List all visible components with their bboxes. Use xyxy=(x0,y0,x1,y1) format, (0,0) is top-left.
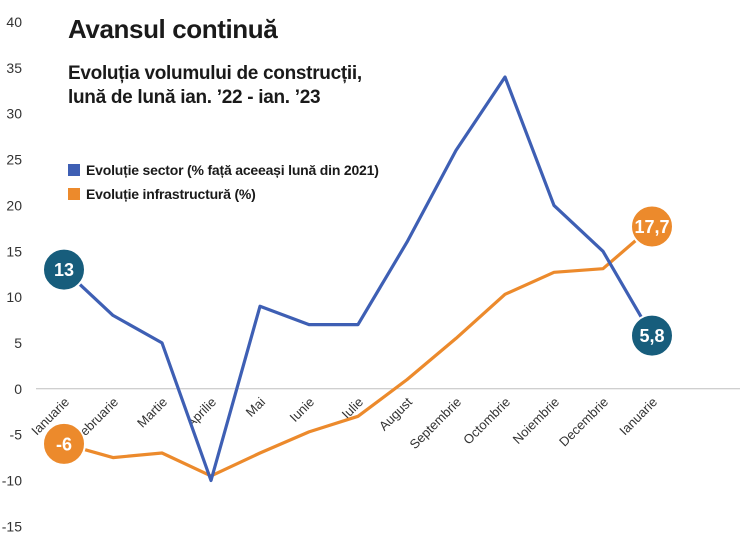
x-tick-label: Mai xyxy=(243,394,268,419)
callout-circle xyxy=(42,421,86,466)
callout-label: 5,8 xyxy=(639,326,664,346)
x-tick-label: Martie xyxy=(134,394,170,430)
y-tick-label: 15 xyxy=(6,243,22,259)
chart-subtitle: Evoluția volumului de construcții, lună … xyxy=(68,62,448,110)
callout-label: 13 xyxy=(54,260,74,280)
callout-label: 17,7 xyxy=(634,217,669,237)
x-tick-label: Ianuarie xyxy=(616,394,660,438)
y-tick-label: 10 xyxy=(6,289,22,305)
callout-circle xyxy=(630,313,674,358)
legend-label-infrastructure: Evoluție infrastructură (%) xyxy=(86,186,256,202)
value-callout: -6 xyxy=(42,421,86,466)
chart-title: Avansul continuă xyxy=(68,14,278,44)
y-tick-label: -5 xyxy=(10,427,23,443)
y-tick-label: 0 xyxy=(14,381,22,397)
legend-swatch-infrastructure xyxy=(68,188,80,200)
x-tick-label: Noiembrie xyxy=(510,394,563,447)
callout-label: -6 xyxy=(56,434,72,454)
y-tick-label: 30 xyxy=(6,106,22,122)
x-tick-label: Septembrie xyxy=(407,394,465,452)
y-tick-label: -15 xyxy=(2,518,22,533)
value-callouts: 13 5,8 -6 17,7 xyxy=(42,204,674,466)
x-tick-label: Octombrie xyxy=(460,394,513,447)
legend: Evoluție sector (% față aceeași lună din… xyxy=(68,158,379,206)
value-callout: 17,7 xyxy=(630,204,674,249)
series-line-infrastructure xyxy=(62,224,654,478)
x-tick-label: Decembrie xyxy=(556,394,611,449)
value-callout: 5,8 xyxy=(630,313,674,358)
legend-item-infrastructure: Evoluție infrastructură (%) xyxy=(68,182,379,206)
legend-label-sector: Evoluție sector (% față aceeași lună din… xyxy=(86,162,379,178)
y-tick-label: 5 xyxy=(14,335,22,351)
y-tick-label: 25 xyxy=(6,152,22,168)
value-callout: 13 xyxy=(42,247,86,292)
y-tick-label: -10 xyxy=(2,473,22,489)
legend-item-sector: Evoluție sector (% față aceeași lună din… xyxy=(68,158,379,182)
series-line-sector xyxy=(62,75,654,483)
legend-swatch-sector xyxy=(68,164,80,176)
y-tick-label: 35 xyxy=(6,60,22,76)
callout-circle xyxy=(630,204,674,249)
callout-circle xyxy=(42,247,86,292)
y-axis: -15 -10 -5 0 5 10 15 20 25 30 35 40 xyxy=(2,14,22,533)
y-tick-label: 20 xyxy=(6,197,22,213)
subtitle-line-1: Evoluția volumului de construcții, xyxy=(68,63,362,84)
x-axis: Ianuarie Februarie Martie Aprilie Mai Iunie Iu… xyxy=(28,394,660,452)
subtitle-line-2: lună de lună ian. ’22 - ian. ’23 xyxy=(68,87,321,108)
x-tick-label: Iunie xyxy=(287,394,318,425)
y-tick-label: 40 xyxy=(6,14,22,30)
series-lines xyxy=(62,75,654,483)
